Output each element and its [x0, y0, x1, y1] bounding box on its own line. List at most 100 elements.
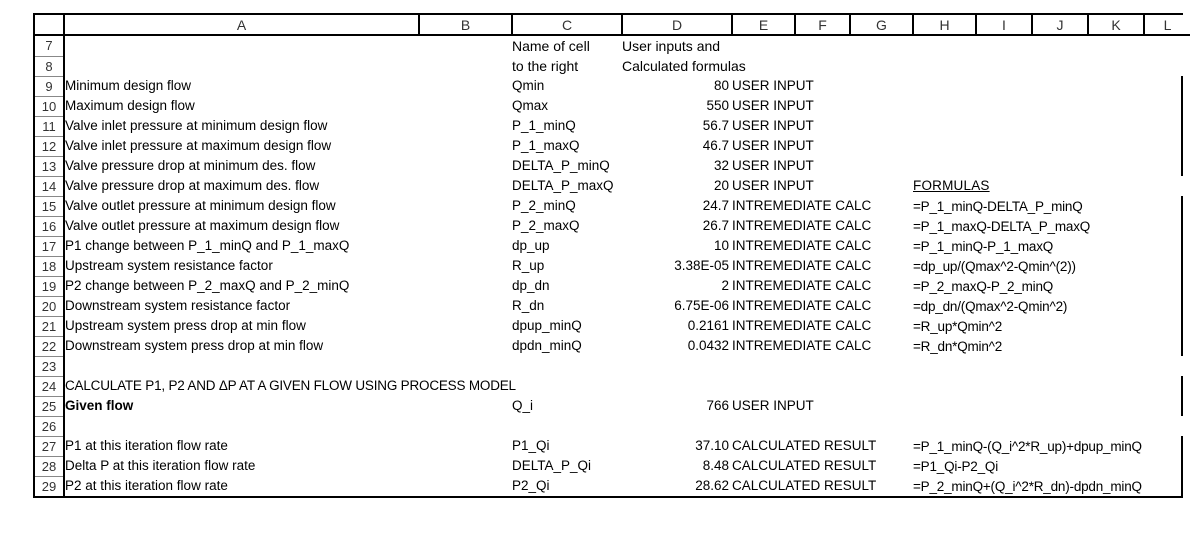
row-header-13[interactable]: 13 [35, 156, 65, 177]
cell-a22[interactable]: Downstream system press drop at min flow [64, 336, 419, 356]
cell-b25[interactable] [419, 396, 512, 416]
cell-a14[interactable]: Valve pressure drop at maximum des. flow [64, 176, 419, 196]
cell-b16[interactable] [419, 216, 512, 236]
cell-e25[interactable]: USER INPUT [732, 396, 913, 416]
cell-c11[interactable]: P_1_minQ [512, 116, 622, 136]
cell-d8[interactable]: Calculated formulas [622, 56, 850, 76]
cell-a28[interactable]: Delta P at this iteration flow rate [64, 456, 419, 476]
column-header-b[interactable]: B [419, 15, 513, 36]
cell-b12[interactable] [419, 136, 512, 156]
row-header-19[interactable]: 19 [35, 276, 65, 297]
cell-b21[interactable] [419, 316, 512, 336]
cell-d17[interactable]: 10 [622, 236, 732, 256]
cell-e10[interactable]: USER INPUT [732, 96, 913, 116]
cell-h17[interactable]: =P_1_minQ-P_1_maxQ [913, 238, 1054, 254]
cell-g7[interactable] [850, 35, 1190, 56]
row-header-26[interactable]: 26 [35, 416, 65, 437]
cell-c22[interactable]: dpdn_minQ [512, 336, 622, 356]
cell-a9[interactable]: Minimum design flow [64, 76, 419, 96]
row-header-8[interactable]: 8 [35, 56, 65, 77]
cell-h9[interactable] [913, 76, 1190, 96]
cell-d14[interactable]: 20 [622, 176, 732, 196]
row-header-28[interactable]: 28 [35, 456, 65, 477]
row-header-12[interactable]: 12 [35, 136, 65, 157]
cell-c26[interactable] [512, 416, 622, 436]
cell-a15[interactable]: Valve outlet pressure at minimum design … [64, 196, 419, 216]
row-header-24[interactable]: 24 [35, 376, 65, 397]
cell-a18[interactable]: Upstream system resistance factor [64, 256, 419, 276]
cell-b19[interactable] [419, 276, 512, 296]
cell-e12[interactable]: USER INPUT [732, 136, 913, 156]
row-header-22[interactable]: 22 [35, 336, 65, 357]
row-header-15[interactable]: 15 [35, 196, 65, 217]
cell-d20[interactable]: 6.75E-06 [622, 296, 732, 316]
row-header-18[interactable]: 18 [35, 256, 65, 277]
cell-c7[interactable]: Name of cell [512, 35, 622, 56]
column-header-j[interactable]: J [1032, 15, 1089, 36]
cell-e21[interactable]: INTREMEDIATE CALC [732, 316, 913, 336]
cell-a10[interactable]: Maximum design flow [64, 96, 419, 116]
cell-e20[interactable]: INTREMEDIATE CALC [732, 296, 913, 316]
cell-d13[interactable]: 32 [622, 156, 732, 176]
row-header-27[interactable]: 27 [35, 436, 65, 457]
cell-b10[interactable] [419, 96, 512, 116]
cell-c23[interactable] [512, 356, 622, 376]
row-header-9[interactable]: 9 [35, 76, 65, 97]
cell-a27[interactable]: P1 at this iteration flow rate [64, 436, 419, 456]
cell-b17[interactable] [419, 236, 512, 256]
cell-a19[interactable]: P2 change between P_2_maxQ and P_2_minQ [64, 276, 419, 296]
cell-h26[interactable] [913, 416, 1190, 436]
column-header-g[interactable]: G [850, 15, 914, 36]
row-header-23[interactable]: 23 [35, 356, 65, 377]
cell-h10[interactable] [913, 96, 1190, 116]
cell-a23[interactable] [64, 356, 419, 376]
cell-h25[interactable] [913, 396, 1190, 416]
column-header-i[interactable]: I [976, 15, 1033, 36]
cell-a25[interactable]: Given flow [64, 396, 419, 416]
column-header-d[interactable]: D [622, 15, 733, 36]
row-header-7[interactable]: 7 [35, 35, 65, 57]
cell-b29[interactable] [419, 476, 512, 496]
cell-b7[interactable] [419, 35, 512, 56]
cell-h23[interactable] [913, 356, 1190, 376]
cell-b14[interactable] [419, 176, 512, 196]
cell-h21[interactable]: =R_up*Qmin^2 [913, 318, 1003, 334]
cell-e9[interactable]: USER INPUT [732, 76, 913, 96]
cell-b11[interactable] [419, 116, 512, 136]
cell-c21[interactable]: dpup_minQ [512, 316, 622, 336]
cell-b18[interactable] [419, 256, 512, 276]
cell-c12[interactable]: P_1_maxQ [512, 136, 622, 156]
cell-h29[interactable]: =P_2_minQ+(Q_i^2*R_dn)-dpdn_minQ [913, 478, 1142, 494]
cell-a17[interactable]: P1 change between P_1_minQ and P_1_maxQ [64, 236, 419, 256]
row-header-29[interactable]: 29 [35, 476, 65, 496]
cell-c27[interactable]: P1_Qi [512, 436, 622, 456]
section-title[interactable]: CALCULATE P1, P2 AND ΔP AT A GIVEN FLOW … [65, 378, 516, 393]
cell-c8[interactable]: to the right [512, 56, 622, 76]
cell-h28[interactable]: =P1_Qi-P2_Qi [913, 458, 999, 474]
cell-d15[interactable]: 24.7 [622, 196, 732, 216]
cell-b9[interactable] [419, 76, 512, 96]
cell-c10[interactable]: Qmax [512, 96, 622, 116]
cell-b28[interactable] [419, 456, 512, 476]
row-header-10[interactable]: 10 [35, 96, 65, 117]
cell-h22[interactable]: =R_dn*Qmin^2 [913, 338, 1003, 354]
cell-h27[interactable]: =P_1_minQ-(Q_i^2*R_up)+dpup_minQ [913, 438, 1142, 454]
cell-h16[interactable]: =P_1_maxQ-DELTA_P_maxQ [913, 218, 1091, 234]
column-header-a[interactable]: A [64, 15, 420, 36]
cell-d7[interactable]: User inputs and [622, 35, 850, 56]
cell-e28[interactable]: CALCULATED RESULT [732, 456, 913, 476]
cell-a29[interactable]: P2 at this iteration flow rate [64, 476, 419, 496]
cell-e11[interactable]: USER INPUT [732, 116, 913, 136]
cell-c20[interactable]: R_dn [512, 296, 622, 316]
cell-a16[interactable]: Valve outlet pressure at maximum design … [64, 216, 419, 236]
column-header-e[interactable]: E [732, 15, 796, 36]
cell-d27[interactable]: 37.10 [622, 436, 732, 456]
cell-b23[interactable] [419, 356, 512, 376]
cell-b22[interactable] [419, 336, 512, 356]
cell-d21[interactable]: 0.2161 [622, 316, 732, 336]
row-header-14[interactable]: 14 [35, 176, 65, 197]
cell-e22[interactable]: INTREMEDIATE CALC [732, 336, 913, 356]
cell-e18[interactable]: INTREMEDIATE CALC [732, 256, 913, 276]
cell-d19[interactable]: 2 [622, 276, 732, 296]
cell-h15[interactable]: =P_1_minQ-DELTA_P_minQ [913, 198, 1083, 214]
